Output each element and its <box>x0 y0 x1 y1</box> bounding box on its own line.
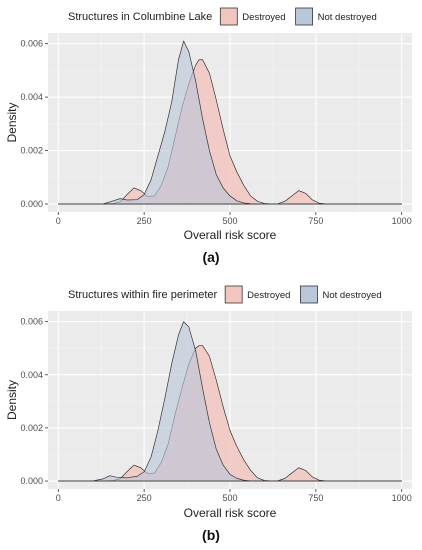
x-tick-label: 750 <box>308 493 323 503</box>
legend-key-destroyed <box>224 285 243 304</box>
density-destroyed <box>57 59 403 205</box>
y-axis-title: Density <box>5 380 19 420</box>
x-tick-label: 1000 <box>392 216 412 226</box>
legend-label-destroyed: Destroyed <box>242 12 285 23</box>
legend-label-not-destroyed: Not destroyed <box>322 290 381 301</box>
legend-key-not-destroyed <box>300 285 318 304</box>
legend-key-not-destroyed <box>295 7 314 26</box>
legend-title: Structures in Columbine Lake <box>68 11 212 23</box>
x-tick-label: 500 <box>222 216 237 226</box>
y-tick-label: 0.002 <box>20 146 43 156</box>
y-tick-label: 0.004 <box>20 92 43 102</box>
y-tick-label: 0.000 <box>20 476 43 486</box>
x-tick-label: 500 <box>222 493 237 503</box>
figure-caption: (a) <box>202 249 219 265</box>
x-tick-label: 1000 <box>392 493 412 503</box>
x-tick-label: 750 <box>308 216 323 226</box>
legend-label-not-destroyed: Not destroyed <box>318 12 377 23</box>
chart-a: 0 250 500 750 1000 0.000 0.002 0.004 0.006 Overal… <box>5 7 412 265</box>
legend-key-destroyed <box>219 7 238 26</box>
chart-b: 0 250 500 750 1000 0.000 0.002 0.004 0.006 Overal… <box>5 285 412 543</box>
x-tick-label: 0 <box>56 493 61 503</box>
y-axis-title: Density <box>5 102 19 142</box>
density-not-destroyed <box>57 321 403 482</box>
x-tick-label: 250 <box>137 216 152 226</box>
x-tick-label: 250 <box>137 493 152 503</box>
legend-title: Structures within fire perimeter <box>68 289 217 301</box>
legend: Structures within fire perimeter Destroye… <box>68 285 382 304</box>
legend-label-destroyed: Destroyed <box>247 290 290 301</box>
x-tick-label: 0 <box>56 216 61 226</box>
legend: Structures in Columbine Lake Destroyed Not… <box>68 7 377 26</box>
y-tick-label: 0.000 <box>20 199 43 209</box>
y-tick-label: 0.002 <box>20 423 43 433</box>
x-axis-title: Overall risk score <box>184 228 277 242</box>
density-destroyed <box>57 345 403 482</box>
figure-caption: (b) <box>202 527 220 543</box>
y-tick-label: 0.004 <box>20 370 43 380</box>
y-tick-label: 0.006 <box>20 317 43 327</box>
density-not-destroyed <box>57 40 403 205</box>
y-tick-label: 0.006 <box>20 39 43 49</box>
x-axis-title: Overall risk score <box>184 506 277 520</box>
